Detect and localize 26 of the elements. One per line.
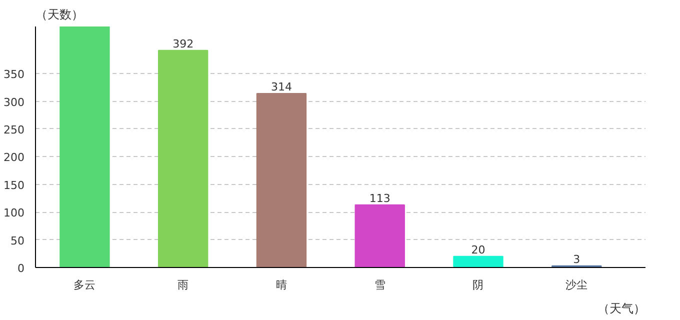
y-tick-label: 50 — [10, 234, 25, 248]
bar — [158, 50, 208, 268]
y-tick-label: 150 — [4, 178, 25, 192]
bar — [256, 93, 307, 268]
bar — [453, 256, 504, 268]
x-axis-title: （天气） — [598, 302, 646, 316]
x-tick-label: 雨 — [178, 278, 189, 292]
data-label: 314 — [270, 80, 292, 94]
bar — [354, 204, 405, 268]
x-tick-label: 沙尘 — [566, 278, 588, 292]
y-tick-label: 200 — [4, 151, 25, 164]
data-label: 3 — [573, 252, 580, 266]
x-tick-label: 晴 — [276, 278, 287, 292]
x-tick-label: 多云 — [74, 278, 96, 292]
data-label: 113 — [369, 192, 390, 205]
y-axis-title: （天数） — [36, 8, 84, 22]
y-tick-label: 250 — [4, 123, 25, 136]
x-tick-label: 阴 — [472, 278, 484, 292]
bar — [60, 26, 110, 268]
data-label: 20 — [471, 243, 486, 256]
y-tick-label: 300 — [4, 96, 25, 109]
y-tick-label: 350 — [4, 68, 25, 82]
y-tick-label: 100 — [4, 206, 25, 220]
x-tick-label: 雪 — [374, 278, 386, 292]
y-tick-label: 0 — [18, 262, 24, 275]
data-label: 392 — [172, 37, 194, 50]
